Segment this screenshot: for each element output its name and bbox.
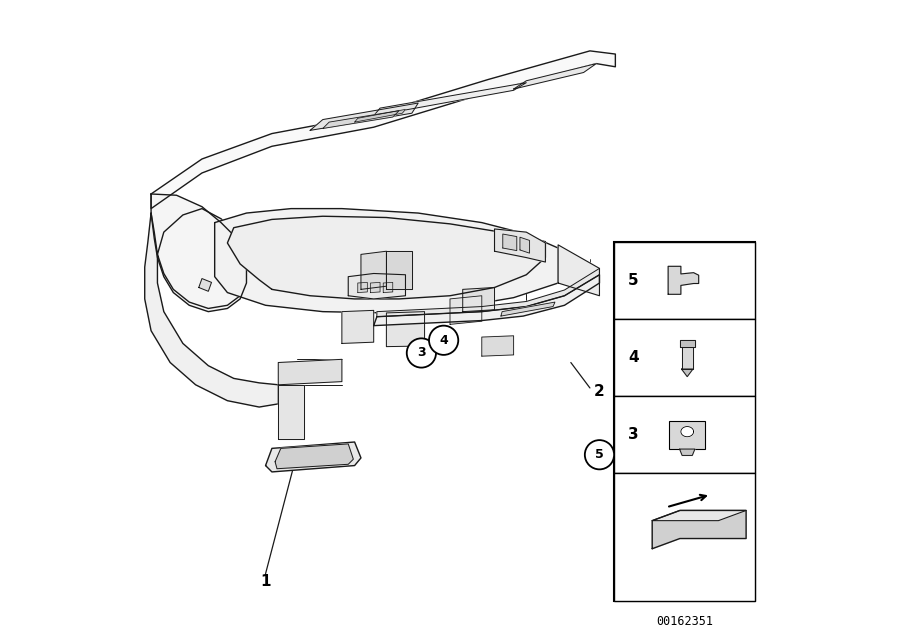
Polygon shape	[310, 103, 419, 130]
Polygon shape	[278, 359, 342, 385]
Polygon shape	[494, 229, 545, 262]
Circle shape	[429, 326, 458, 355]
Polygon shape	[383, 282, 392, 293]
Polygon shape	[463, 287, 494, 312]
Bar	[614, 319, 755, 396]
Circle shape	[585, 440, 614, 469]
Bar	[670, 420, 705, 449]
Polygon shape	[358, 282, 367, 293]
Polygon shape	[386, 312, 425, 347]
Text: 3: 3	[628, 427, 639, 442]
Polygon shape	[681, 369, 693, 377]
Polygon shape	[228, 216, 545, 299]
Polygon shape	[503, 234, 517, 251]
Text: 5: 5	[595, 448, 604, 461]
Polygon shape	[215, 209, 558, 313]
Polygon shape	[652, 511, 746, 549]
Text: 1: 1	[260, 574, 271, 590]
Polygon shape	[680, 340, 695, 347]
Polygon shape	[386, 251, 412, 289]
Polygon shape	[355, 109, 406, 122]
Text: 3: 3	[417, 347, 426, 359]
Polygon shape	[514, 64, 597, 89]
Polygon shape	[371, 282, 380, 293]
Text: 5: 5	[628, 273, 639, 288]
Polygon shape	[199, 279, 212, 291]
Bar	[614, 242, 755, 319]
Circle shape	[407, 338, 436, 368]
Polygon shape	[278, 385, 303, 439]
Polygon shape	[482, 336, 514, 356]
Bar	[614, 473, 755, 601]
Polygon shape	[558, 245, 599, 296]
Polygon shape	[145, 209, 278, 407]
Polygon shape	[450, 296, 482, 324]
Bar	[614, 396, 755, 473]
Polygon shape	[377, 268, 599, 317]
Text: 4: 4	[439, 334, 448, 347]
Polygon shape	[668, 266, 698, 294]
Polygon shape	[681, 427, 694, 437]
Polygon shape	[275, 444, 354, 469]
Text: 4: 4	[628, 350, 639, 365]
Polygon shape	[266, 442, 361, 472]
Polygon shape	[681, 347, 693, 369]
Polygon shape	[680, 449, 695, 455]
Polygon shape	[501, 302, 555, 316]
Text: 2: 2	[594, 384, 605, 399]
Polygon shape	[151, 51, 616, 209]
Polygon shape	[348, 273, 406, 299]
Polygon shape	[374, 275, 599, 326]
Polygon shape	[652, 511, 746, 521]
Bar	[614, 242, 755, 601]
Polygon shape	[374, 83, 526, 116]
Polygon shape	[361, 251, 386, 289]
Polygon shape	[323, 111, 399, 128]
Polygon shape	[342, 310, 374, 343]
Text: 00162351: 00162351	[656, 615, 713, 628]
Polygon shape	[520, 237, 529, 253]
Polygon shape	[151, 194, 247, 312]
